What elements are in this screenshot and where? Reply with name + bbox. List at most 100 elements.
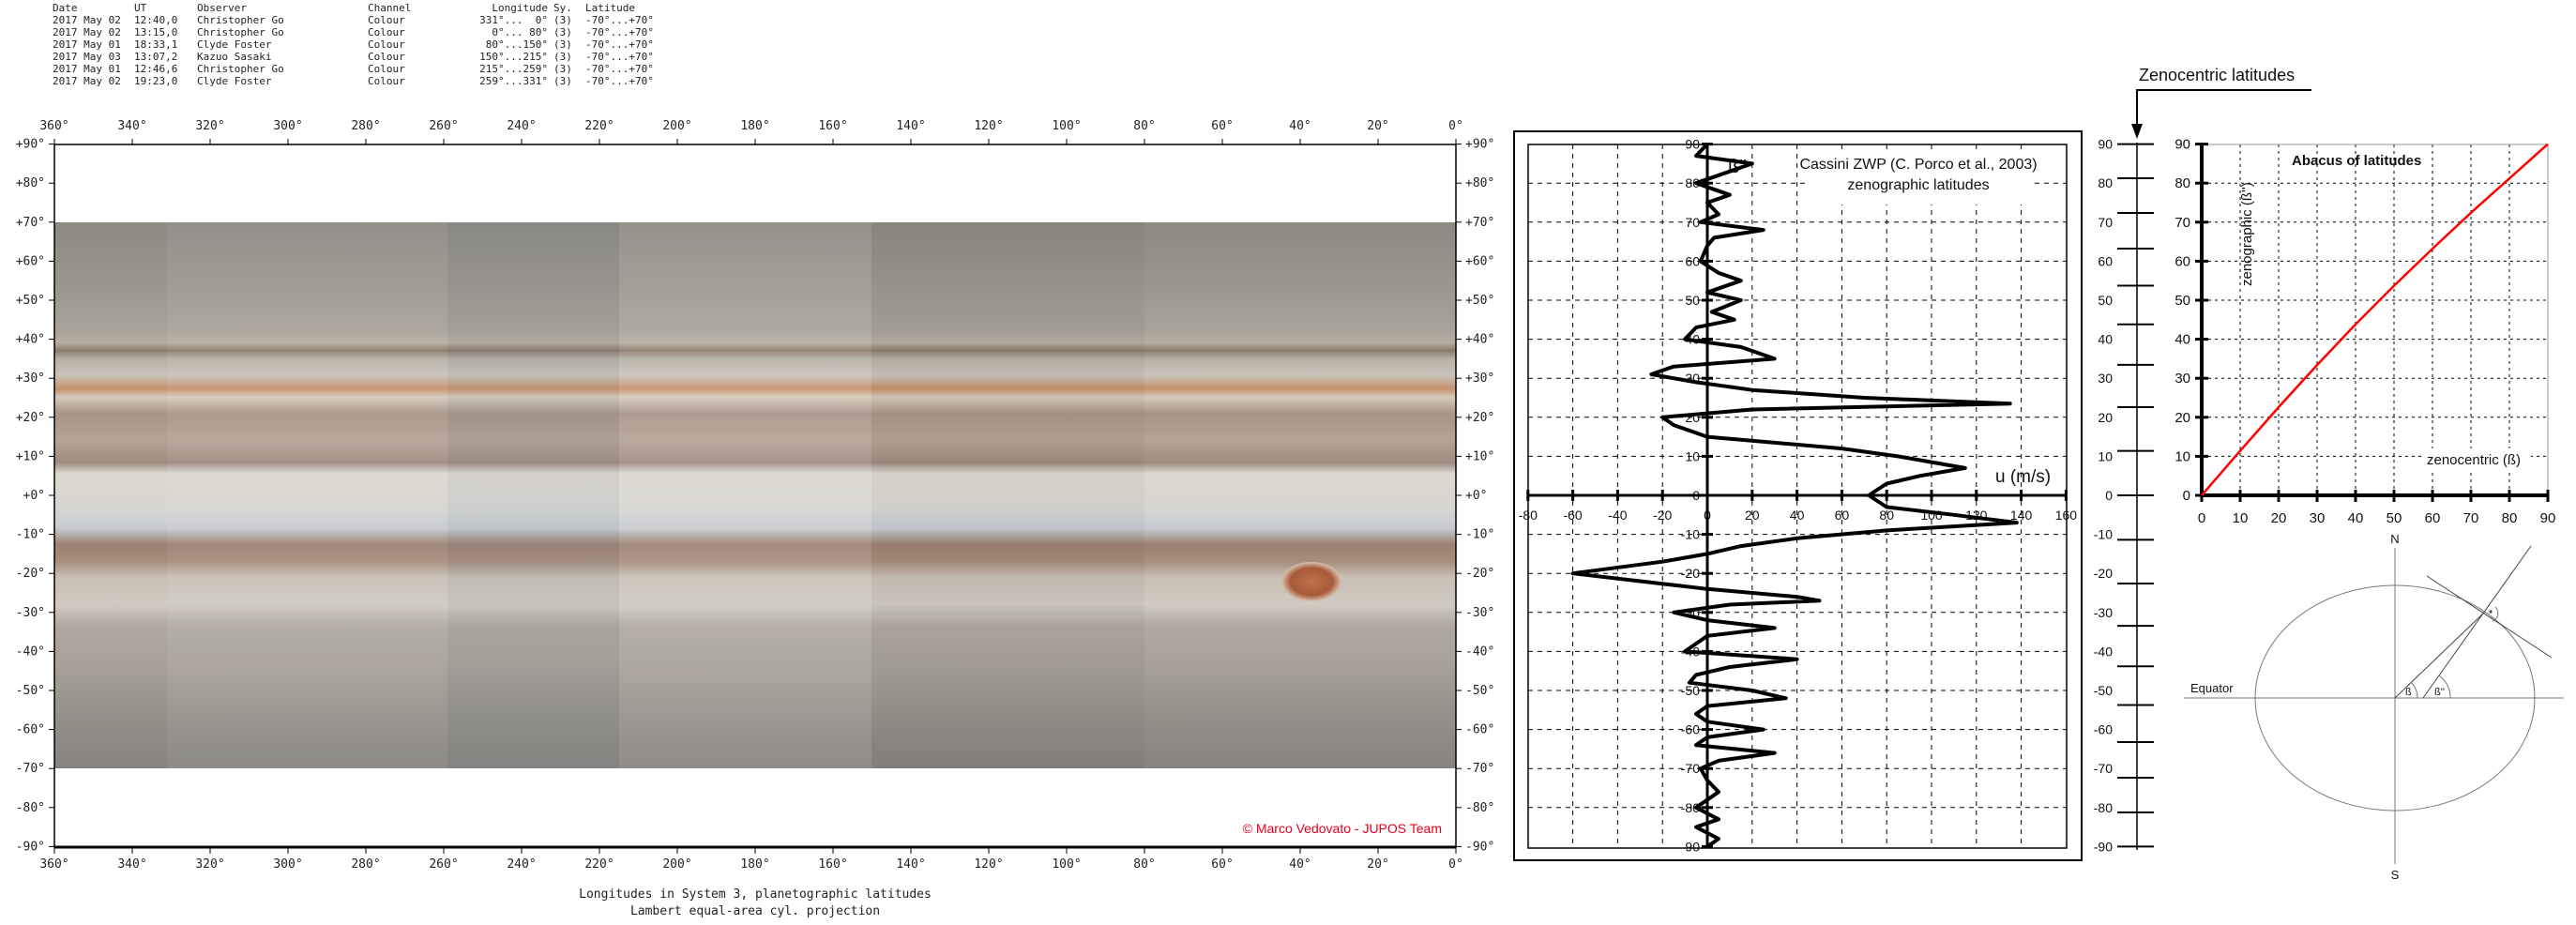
cell-system: (3): [553, 63, 572, 75]
zenocentric-tick-label: 50: [2098, 293, 2113, 308]
lat-label-left: -30°: [16, 606, 45, 620]
lon-label-top: 20°: [1367, 119, 1388, 133]
lat-label-right: +0°: [1465, 489, 1487, 503]
cell-system: (3): [553, 51, 572, 63]
wind-x-tick-label: 160: [2055, 508, 2078, 523]
cell-longitude: 0°... 80°: [492, 26, 548, 38]
wind-y-tick-label: -60: [1681, 722, 1700, 737]
table-row: 2017 May 01 18:33,1 Clyde Foster Colour 80°.…: [53, 38, 654, 51]
zenocentric-tick-label: -40: [2094, 644, 2113, 659]
lon-label-top: 80°: [1133, 119, 1155, 133]
cell-ut: 18:33,1: [134, 38, 178, 51]
lat-label-left: +50°: [16, 294, 45, 308]
lat-label-left: -80°: [16, 801, 45, 815]
cell-latitude: -70°...+70°: [585, 26, 654, 38]
great-red-spot: [1281, 562, 1341, 601]
cell-longitude: 80°...150°: [485, 38, 548, 51]
lat-label-left: -20°: [16, 567, 45, 581]
abacus-y-tick-label: 0: [2183, 488, 2190, 504]
header-ut: UT: [134, 2, 147, 14]
zenocentric-tick-label: -50: [2094, 683, 2113, 698]
wind-y-tick-label: -80: [1681, 800, 1700, 815]
zenocentric-tick-label: 90: [2098, 137, 2113, 152]
table-row: 2017 May 02 19:23,0 Clyde Foster Colour 259°…: [53, 75, 654, 87]
lat-label-left: +0°: [23, 489, 45, 503]
abacus-y-tick-label: 50: [2174, 293, 2190, 309]
cell-latitude: -70°...+70°: [585, 51, 654, 63]
zenocentric-tick-label: 80: [2098, 175, 2113, 190]
wind-x-tick-label: -40: [1608, 508, 1627, 523]
abacus-x-tick-label: 80: [2502, 510, 2518, 526]
cell-channel: Colour: [368, 38, 405, 51]
wind-x-tick-label: 20: [1745, 508, 1760, 523]
abacus-x-tick-label: 70: [2463, 510, 2479, 526]
zenocentric-tick-label: -90: [2094, 839, 2113, 854]
cell-channel: Colour: [368, 51, 405, 63]
header-observer: Observer: [197, 2, 247, 14]
abacus-x-tick-label: 10: [2233, 510, 2249, 526]
copyright-text: © Marco Vedovato - JUPOS Team: [1243, 821, 1442, 836]
cell-observer: Christopher Go: [197, 63, 284, 75]
zenocentric-tick-label: 0: [2105, 488, 2113, 503]
lon-label-bottom: 300°: [273, 857, 302, 872]
abacus-xlabel-bg: [2423, 448, 2531, 469]
cell-channel: Colour: [368, 14, 405, 26]
wind-chart-subtitle: zenographic latitudes: [1847, 177, 1989, 193]
lon-label-top: 280°: [351, 119, 380, 133]
wind-chart-title: Cassini ZWP (C. Porco et al., 2003): [1799, 157, 2037, 173]
cell-date: 2017 May 02: [53, 26, 121, 38]
lon-label-top: 220°: [584, 119, 614, 133]
lat-label-left: -70°: [16, 762, 45, 776]
cell-date: 2017 May 02: [53, 14, 121, 26]
wind-x-tick-label: 80: [1879, 508, 1894, 523]
equator-label: Equator: [2190, 681, 2234, 695]
zenocentric-tick-label: 30: [2098, 371, 2113, 386]
lon-label-bottom: 200°: [662, 857, 691, 872]
lat-label-left: -60°: [16, 723, 45, 737]
cell-observer: Clyde Foster: [197, 75, 272, 87]
lon-label-top: 0°: [1448, 119, 1463, 133]
arrow-down-icon: [2131, 124, 2143, 139]
wind-y-tick-label: -10: [1681, 527, 1700, 542]
cell-latitude: -70°...+70°: [585, 75, 654, 87]
wind-profile-line: [1570, 143, 2019, 849]
lon-label-bottom: 340°: [117, 857, 146, 872]
latitude-diagram: N S Equator ß ß'': [2184, 532, 2564, 882]
lat-label-right: -90°: [1465, 840, 1494, 854]
zenocentric-tick-label: -70: [2094, 761, 2113, 776]
zenocentric-axis: Zenocentric latitudes 90 80 70 60 50 40 30 20 10…: [2094, 66, 2311, 854]
lat-label-right: -30°: [1465, 606, 1494, 620]
lon-label-top: 60°: [1211, 119, 1233, 133]
zenocentric-tick-label: 60: [2098, 253, 2113, 268]
wind-title-bg: [1806, 150, 2031, 205]
wind-y-tick-label: 80: [1685, 175, 1700, 190]
zenocentric-radius: [2394, 612, 2485, 699]
lon-label-bottom: 220°: [584, 857, 614, 872]
wind-y-tick-label: -50: [1681, 683, 1700, 698]
lat-label-left: +80°: [16, 176, 45, 190]
right-angle-dot: [2489, 610, 2493, 614]
abacus-y-tick-label: 80: [2174, 175, 2190, 191]
zenocentric-tick-label: -20: [2094, 566, 2113, 581]
zenocentric-tick-label: -60: [2094, 722, 2113, 737]
wind-y-tick-label: 90: [1685, 137, 1700, 152]
lon-label-top: 160°: [818, 119, 847, 133]
lon-label-bottom: 80°: [1133, 857, 1155, 872]
cell-system: (3): [553, 38, 572, 51]
lon-label-bottom: 120°: [974, 857, 1003, 872]
lon-label-top: 320°: [195, 119, 224, 133]
cell-channel: Colour: [368, 75, 405, 87]
cell-date: 2017 May 01: [53, 63, 121, 75]
abacus-y-tick-label: 60: [2174, 253, 2190, 269]
lon-label-top: 300°: [273, 119, 302, 133]
lon-label-bottom: 40°: [1289, 857, 1311, 872]
lat-label-right: +20°: [1465, 411, 1494, 425]
lat-label-left: +90°: [16, 138, 45, 152]
lon-label-top: 120°: [974, 119, 1003, 133]
north-label: N: [2390, 532, 2399, 546]
lon-label-top: 360°: [39, 119, 68, 133]
lat-label-right: +60°: [1465, 254, 1494, 268]
cell-observer: Christopher Go: [197, 14, 284, 26]
cell-longitude: 259°...331°: [479, 75, 548, 87]
wind-y-tick-label: 60: [1685, 253, 1700, 268]
